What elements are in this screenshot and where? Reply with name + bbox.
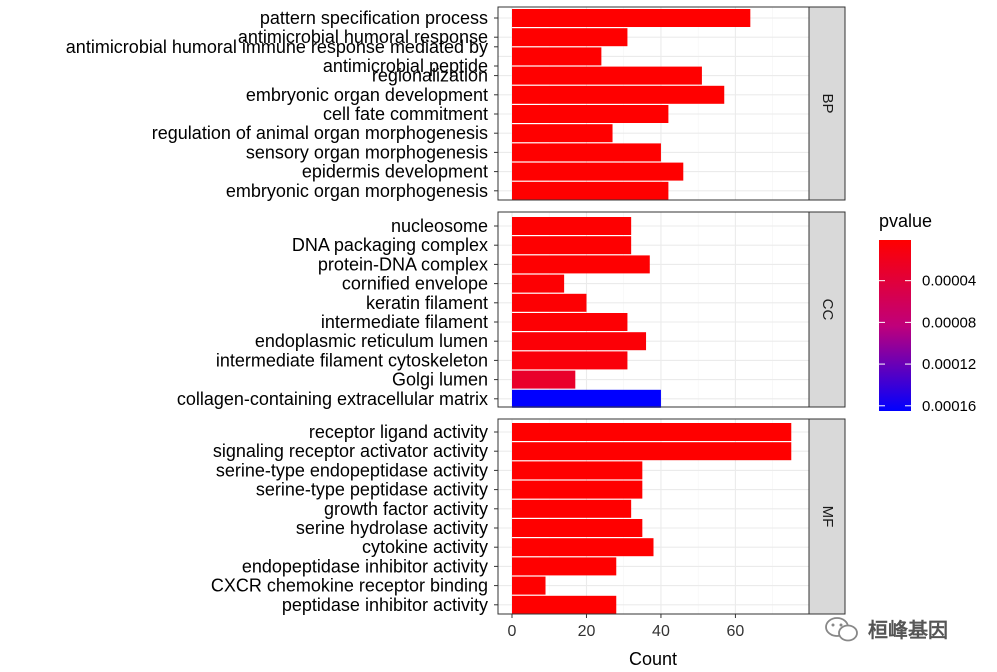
category-label: regionalization xyxy=(372,66,488,86)
category-label: collagen-containing extracellular matrix xyxy=(177,389,488,409)
category-label: protein-DNA complex xyxy=(318,254,488,274)
x-tick-label: 40 xyxy=(652,623,670,640)
facet-strip xyxy=(808,418,846,615)
category-label: keratin filament xyxy=(366,293,488,313)
legend-tick-label: 0.00004 xyxy=(922,273,976,290)
bar xyxy=(512,236,632,255)
facet-panels: pattern specification processantimicrobi… xyxy=(66,6,846,615)
facet-strip-label: MF xyxy=(819,506,836,528)
facet-strip-label: BP xyxy=(819,93,836,113)
bar xyxy=(512,595,617,614)
facet-bp: pattern specification processantimicrobi… xyxy=(66,6,846,201)
category-label: intermediate filament xyxy=(321,312,488,332)
category-label: sensory organ morphogenesis xyxy=(246,142,488,162)
category-label: antimicrobial peptide xyxy=(323,56,488,76)
bar xyxy=(512,351,628,370)
bar xyxy=(512,255,650,274)
bar xyxy=(512,162,684,181)
legend-tick-label: 0.00016 xyxy=(922,398,976,415)
category-label: DNA packaging complex xyxy=(292,235,488,255)
bar xyxy=(512,576,546,595)
facet-strip xyxy=(808,211,846,408)
bar xyxy=(512,370,576,389)
bar xyxy=(512,538,654,557)
category-label: peptidase inhibitor activity xyxy=(282,595,488,615)
bar xyxy=(512,181,669,200)
pvalue-legend: pvalue 0.00004 0.00008 0.00012 0.00016 xyxy=(879,211,976,415)
bar xyxy=(512,217,632,235)
bar xyxy=(512,389,661,408)
wechat-icon xyxy=(825,617,858,642)
category-label: nucleosome xyxy=(391,216,488,236)
watermark-text: 桓峰基因 xyxy=(868,618,948,642)
category-label: signaling receptor activator activity xyxy=(213,441,488,461)
x-tick-label: 0 xyxy=(508,623,517,640)
category-label: growth factor activity xyxy=(324,499,488,519)
bar xyxy=(512,9,751,27)
category-label: epidermis development xyxy=(302,162,488,182)
category-label: regulation of animal organ morphogenesis xyxy=(152,123,488,143)
legend-colorbar xyxy=(879,240,911,411)
category-label: cornified envelope xyxy=(342,274,488,294)
category-label: Golgi lumen xyxy=(392,370,488,390)
category-label: serine-type peptidase activity xyxy=(256,480,488,500)
category-label: embryonic organ development xyxy=(246,85,488,105)
bar xyxy=(512,442,792,461)
category-label: pattern specification process xyxy=(260,8,488,28)
bar xyxy=(512,519,643,537)
x-tick-label: 60 xyxy=(727,623,745,640)
bar xyxy=(512,28,628,47)
category-label: intermediate filament cytoskeleton xyxy=(216,350,488,370)
category-label: antimicrobial humoral response xyxy=(238,27,488,47)
bar xyxy=(512,143,661,162)
category-label: cell fate commitment xyxy=(323,104,488,124)
bar xyxy=(512,461,643,480)
bar xyxy=(512,499,632,518)
legend-tick-label: 0.00012 xyxy=(922,356,976,373)
category-label: embryonic organ morphogenesis xyxy=(226,181,488,201)
bar xyxy=(512,557,617,576)
bar xyxy=(512,423,792,441)
category-label: antimicrobial humoral immune response me… xyxy=(66,37,488,57)
x-axis-title: Count xyxy=(629,649,677,669)
bar xyxy=(512,313,628,331)
category-label: cytokine activity xyxy=(362,537,488,557)
bar xyxy=(512,124,613,143)
bar xyxy=(512,480,643,499)
bar xyxy=(512,66,702,85)
category-label: serine-type endopeptidase activity xyxy=(216,460,488,480)
category-label: receptor ligand activity xyxy=(309,422,488,442)
bar xyxy=(512,47,602,66)
facet-strip xyxy=(808,6,846,201)
x-axis: Count 0 20 40 60 xyxy=(508,614,745,669)
category-label: endoplasmic reticulum lumen xyxy=(255,331,488,351)
bar xyxy=(512,274,565,293)
legend-title: pvalue xyxy=(879,211,932,231)
bar xyxy=(512,105,669,123)
bar xyxy=(512,293,587,312)
bar xyxy=(512,332,647,351)
bar xyxy=(512,85,725,104)
facet-strip-label: CC xyxy=(819,299,836,321)
category-label: serine hydrolase activity xyxy=(296,518,488,538)
category-label: CXCR chemokine receptor binding xyxy=(211,576,488,596)
category-label: endopeptidase inhibitor activity xyxy=(242,556,488,576)
watermark: 桓峰基因 xyxy=(825,617,948,642)
legend-tick-label: 0.00008 xyxy=(922,314,976,331)
x-tick-label: 20 xyxy=(578,623,596,640)
